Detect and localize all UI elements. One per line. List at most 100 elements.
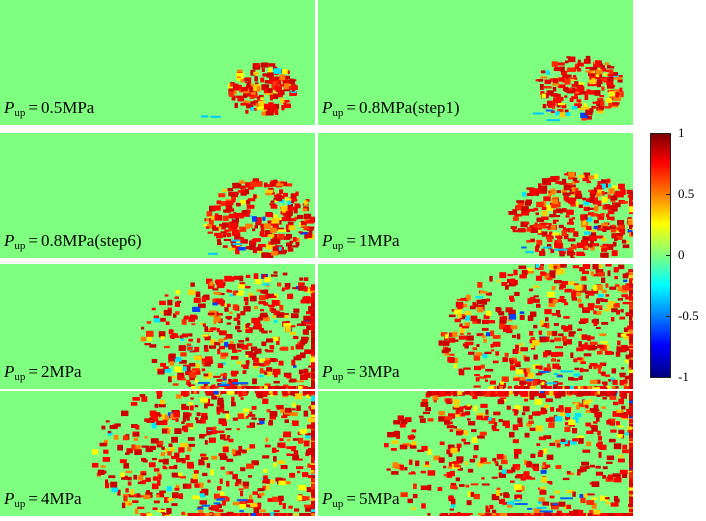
damage-cell [311,475,315,479]
damage-cell [245,109,249,114]
damage-cell [232,378,238,384]
damage-cell [303,213,312,219]
damage-cell [181,421,185,424]
damage-cell [171,503,178,506]
damage-cell [290,313,299,319]
damage-cell [586,493,595,496]
damage-cell [619,469,628,475]
damage-cell [453,426,457,429]
damage-cell [184,513,189,516]
damage-cell [259,358,265,363]
damage-cell [236,75,244,81]
damage-cell [577,513,585,516]
damage-cell [311,284,315,290]
damage-cell [273,68,282,74]
damage-cell [202,472,208,477]
damage-cell [557,442,562,445]
damage-cell [585,70,594,73]
damage-cell [597,97,604,100]
damage-cell [121,502,126,509]
damage-cell [481,298,488,305]
damage-cell [574,283,579,286]
pressure-value: 1MPa [358,231,400,250]
damage-cell [481,327,489,331]
damage-cell [538,365,543,370]
compression-cell [200,115,209,118]
compression-cell [525,251,534,254]
damage-cell [601,406,606,409]
compression-cell [546,119,561,122]
damage-cell [145,477,151,482]
damage-cell [287,293,294,300]
damage-cell [207,284,215,289]
damage-cell [571,191,578,197]
damage-cell [190,478,198,484]
damage-cell [509,360,514,365]
damage-cell [196,412,201,417]
damage-cell [262,73,270,77]
damage-cell [496,490,501,496]
damage-cell [599,106,604,110]
damage-cell [271,300,280,306]
damage-cell [448,314,456,318]
damage-cell [594,90,601,96]
damage-cell [456,431,463,436]
damage-cell [588,176,595,179]
damage-cell [446,472,452,478]
damage-cell [595,74,600,77]
damage-cell [141,470,147,474]
damage-cell [492,458,497,462]
damage-cell [295,393,303,400]
damage-cell [542,104,547,109]
damage-cell [453,461,460,465]
damage-cell [624,359,633,364]
damage-cell [284,198,292,201]
damage-cell [530,344,535,348]
damage-cell [175,484,180,491]
damage-cell [252,363,261,366]
damage-cell [585,67,590,69]
damage-cell [417,449,425,452]
damage-cell [134,449,142,455]
damage-cell [449,513,456,516]
damage-cell [536,239,543,246]
damage-cell [209,205,216,212]
damage-cell [526,271,534,274]
damage-cell [613,477,622,483]
damage-cell [600,67,607,72]
damage-cell [311,465,315,470]
damage-cell [276,183,284,187]
damage-cell [150,438,159,444]
damage-cell [613,496,619,502]
damage-cell [601,322,609,325]
damage-cell [293,335,299,340]
damage-cell [267,212,274,218]
damage-cell [229,276,235,282]
damage-cell [263,182,268,188]
damage-cell [498,391,505,397]
damage-cell [259,419,265,425]
damage-cell [303,277,309,281]
damage-cell [620,394,627,399]
damage-cell [306,487,314,493]
damage-cell [573,386,578,389]
damage-cell [438,457,445,463]
damage-cell [536,443,541,446]
damage-cell [276,386,284,389]
damage-cell [271,308,276,311]
damage-cell [147,337,153,342]
pressure-value: 0.8MPa(step6) [40,231,142,250]
damage-cell [263,469,268,473]
damage-cell [108,475,116,479]
damage-cell [529,477,536,480]
damage-cell [622,302,630,305]
damage-cell [629,224,633,228]
damage-cell [281,105,285,111]
damage-cell [161,413,166,420]
damage-cell [590,73,595,77]
damage-cell [533,224,538,228]
damage-cell [300,299,307,304]
damage-cell [306,449,314,455]
damage-cell [541,206,547,210]
damage-cell [612,185,618,190]
